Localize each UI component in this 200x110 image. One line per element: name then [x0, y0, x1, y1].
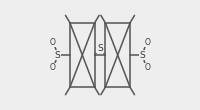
Text: S: S [97, 44, 103, 53]
Text: S: S [139, 50, 145, 60]
Text: O: O [50, 38, 56, 47]
Text: O: O [144, 38, 150, 47]
Text: O: O [50, 63, 56, 72]
Text: O: O [144, 63, 150, 72]
Text: S: S [55, 50, 61, 60]
